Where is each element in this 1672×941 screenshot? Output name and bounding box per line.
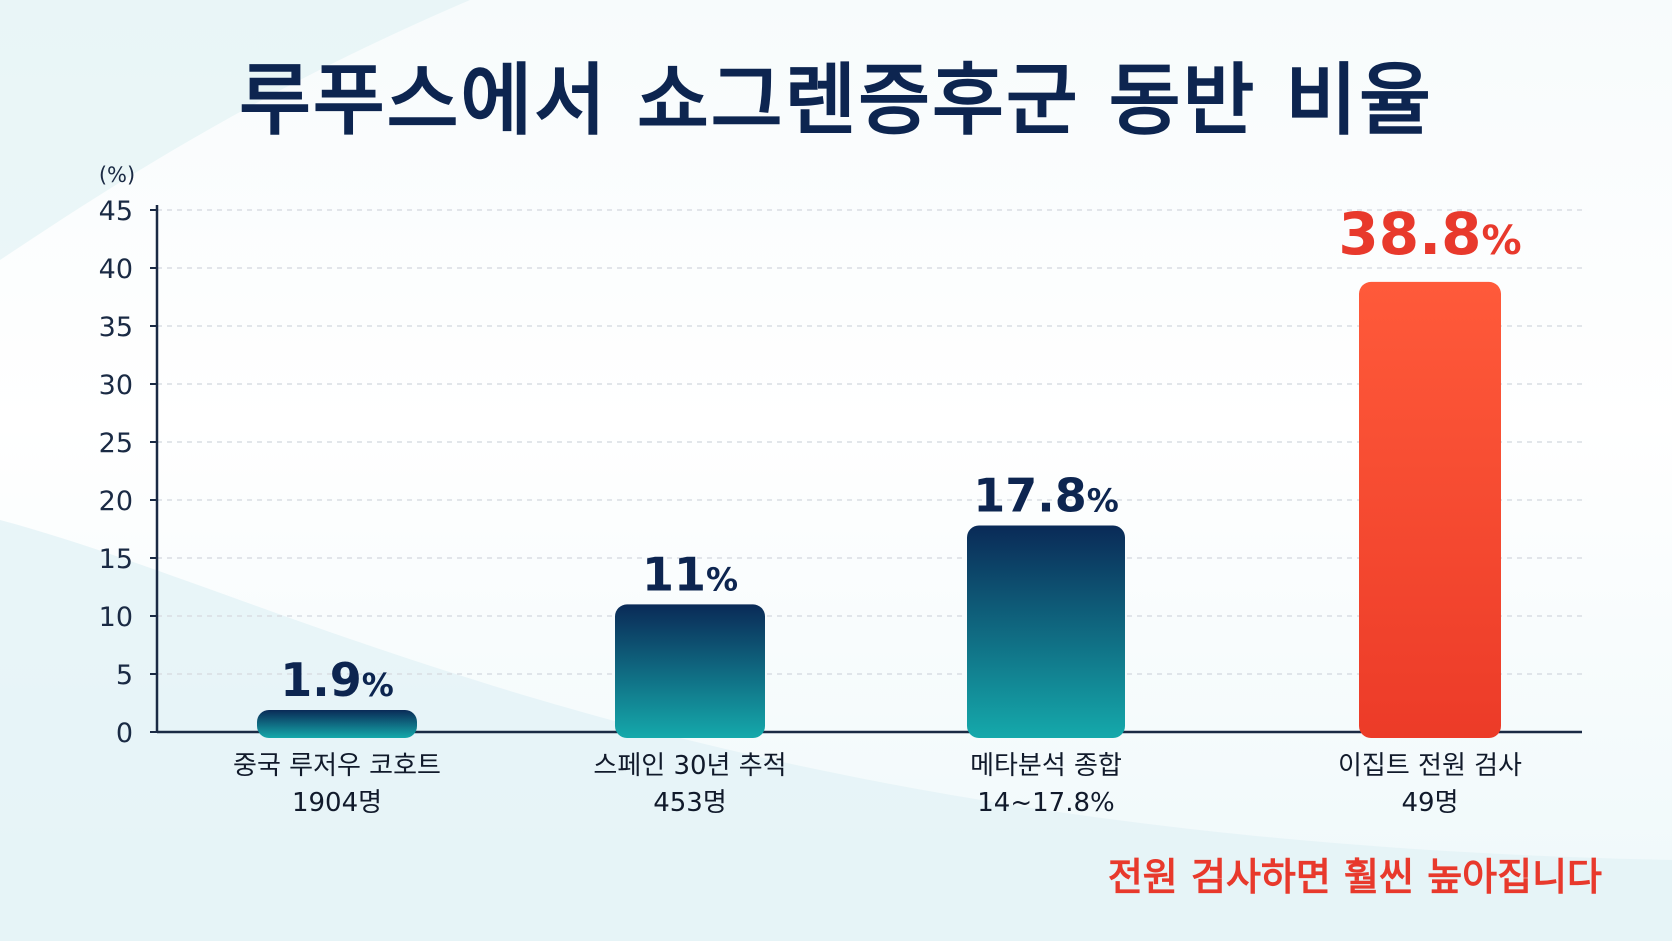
x-category-label: 이집트 전원 검사 [1338,751,1522,781]
chart-title: 루푸스에서 쇼그렌증후군 동반 비율 [239,56,1433,146]
bar [615,604,765,738]
x-category-label: 453명 [653,788,727,818]
x-category-label: 49명 [1401,788,1458,818]
y-tick-label: 0 [116,718,133,749]
y-tick-label: 20 [99,486,133,517]
footnote-text: 전원 검사하면 훨씬 높아집니다 [1107,855,1602,899]
y-tick-label: 45 [99,196,133,227]
y-tick-label: 25 [99,428,133,459]
bar-value-label: 1.9% [280,653,394,707]
bar-value-label: 38.8% [1338,200,1521,268]
x-category-label: 스페인 30년 추적 [593,751,786,781]
bar [257,709,417,738]
bar [1359,281,1501,738]
y-tick-label: 30 [99,370,133,401]
bar [967,525,1125,738]
y-unit-label: (%) [99,163,135,187]
y-tick-label: 5 [116,660,133,691]
x-category-label: 메타분석 종합 [970,751,1122,781]
x-category-label: 중국 루저우 코호트 [233,751,441,781]
x-category-label: 14~17.8% [977,788,1114,818]
y-tick-label: 15 [99,544,133,575]
y-tick-label: 10 [99,602,133,633]
bar-value-label: 17.8% [973,469,1119,523]
bar-value-label: 11% [642,547,738,601]
y-tick-label: 35 [99,312,133,343]
x-category-label: 1904명 [292,788,382,818]
y-tick-label: 40 [99,254,133,285]
